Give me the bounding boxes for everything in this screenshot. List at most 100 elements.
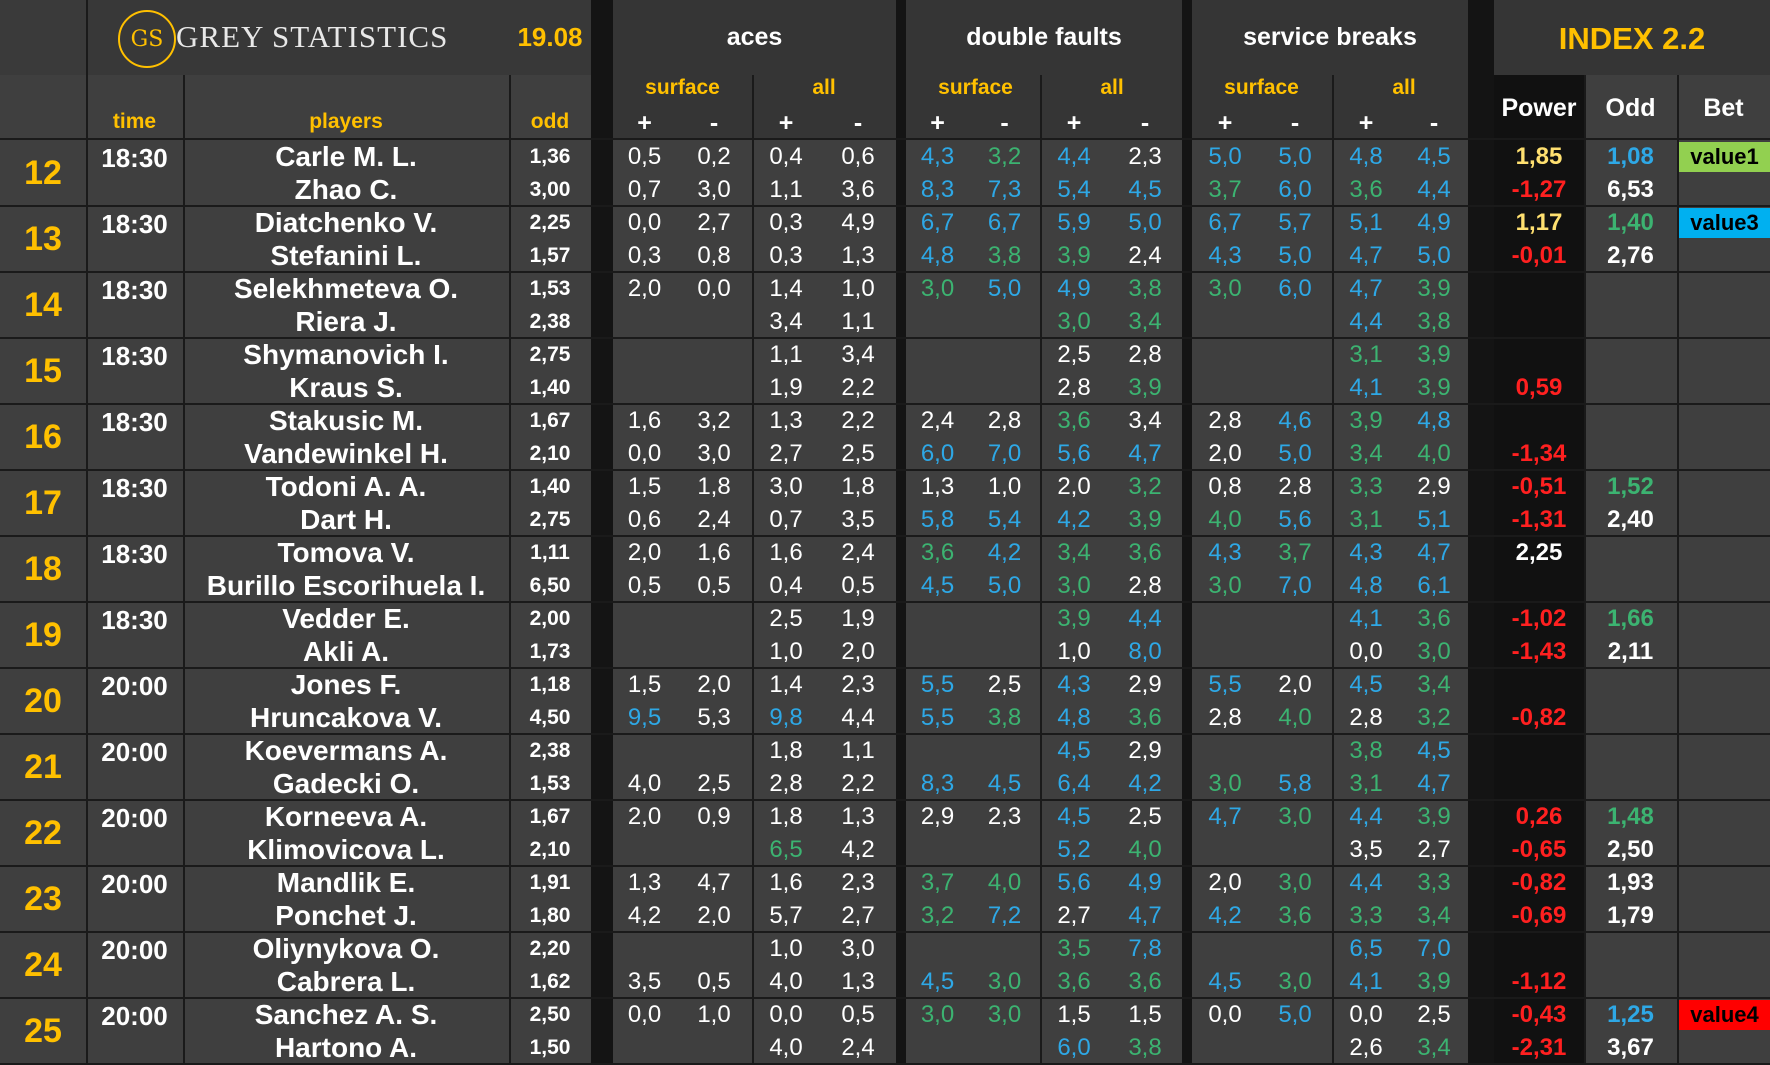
stat-value: 1,0 — [987, 472, 1022, 500]
stat-value: 4,2 — [1208, 901, 1242, 929]
stat-value: 2,2 — [841, 769, 875, 797]
stat-value: 2,0 — [627, 274, 662, 302]
power-value — [1494, 272, 1584, 305]
minus-label: - — [709, 108, 719, 137]
power-value: -0,65 — [1511, 835, 1567, 863]
player-name: Ponchet J. — [275, 899, 417, 931]
stat-value — [1192, 305, 1258, 338]
player-odd: 1,11 — [530, 540, 570, 564]
power-value — [1494, 338, 1584, 371]
player-odd: 1,53 — [529, 276, 571, 300]
separator — [896, 0, 906, 1064]
stat-value: 3,6 — [1349, 175, 1383, 203]
stat-value: 3,9 — [1417, 802, 1451, 830]
grid-line — [509, 75, 511, 1064]
stat-value: 2,7 — [1057, 901, 1091, 929]
stat-value — [969, 1031, 1040, 1064]
row-divider — [0, 799, 1770, 801]
match-number: 17 — [24, 483, 62, 522]
power-value: -0,51 — [1511, 472, 1567, 500]
stat-value: 4,4 — [841, 703, 875, 731]
stat-value — [969, 734, 1040, 767]
match-time: 20:00 — [101, 670, 168, 701]
odd2-value — [1584, 536, 1677, 569]
bet-badge[interactable]: value4 — [1679, 1000, 1770, 1030]
stat-value — [676, 833, 752, 866]
stat-value — [1192, 833, 1258, 866]
stat-value: 0,5 — [841, 571, 875, 599]
stat-value — [1192, 1031, 1258, 1064]
row-divider — [0, 931, 1770, 933]
stat-value: 4,3 — [1349, 538, 1383, 566]
stat-value: 1,3 — [627, 868, 662, 896]
stat-value: 2,8 — [1208, 406, 1242, 434]
stat-value: 5,7 — [1278, 208, 1312, 236]
odd-label: odd — [530, 110, 570, 133]
stat-value — [1258, 305, 1332, 338]
stat-value: 1,0 — [769, 934, 803, 962]
stat-value: 5,7 — [769, 901, 803, 929]
stat-value: 5,8 — [920, 505, 955, 533]
stat-value: 4,1 — [1349, 967, 1383, 995]
bet-badge[interactable]: value1 — [1679, 142, 1770, 172]
grid-line — [183, 75, 185, 1064]
surface-label: surface — [645, 76, 720, 99]
stat-value: 3,2 — [1417, 703, 1451, 731]
stat-value: 3,4 — [1128, 307, 1162, 335]
stat-value: 5,0 — [1417, 241, 1451, 269]
player-name: Sanchez A. S. — [254, 998, 438, 1030]
power-value: -2,31 — [1511, 1033, 1567, 1061]
match-number: 21 — [24, 747, 62, 786]
stat-value — [676, 635, 752, 668]
stat-value: 3,0 — [1417, 637, 1451, 665]
stat-value — [676, 602, 752, 635]
player-name: Riera J. — [295, 305, 397, 337]
stat-value: 3,0 — [987, 1000, 1022, 1028]
stat-value — [613, 305, 676, 338]
stat-value: 8,3 — [920, 769, 955, 797]
stat-value — [1258, 338, 1332, 371]
player-odd: 1,62 — [529, 969, 571, 993]
grid-line — [1677, 75, 1679, 1064]
stat-value — [906, 305, 969, 338]
match-time: 20:00 — [101, 868, 168, 899]
odd2-value: 2,40 — [1607, 505, 1654, 533]
stat-value: 2,8 — [1128, 340, 1162, 368]
stat-value: 1,5 — [1057, 1000, 1091, 1028]
stat-value: 6,7 — [987, 208, 1022, 236]
stat-value: 3,3 — [1349, 472, 1383, 500]
stat-value: 5,0 — [1128, 208, 1162, 236]
stat-value — [613, 1031, 676, 1064]
stat-value: 2,0 — [627, 538, 662, 566]
stat-value — [613, 338, 676, 371]
stat-value: 2,8 — [1057, 373, 1091, 401]
match-time: 20:00 — [101, 1000, 168, 1031]
stat-value: 7,0 — [1278, 571, 1312, 599]
stat-value: 4,0 — [769, 967, 803, 995]
player-name: Burillo Escorihuela I. — [206, 569, 486, 601]
power-value: 0,59 — [1515, 373, 1563, 401]
stat-value — [676, 1031, 752, 1064]
row-divider — [0, 601, 1770, 603]
bet-badge[interactable]: value3 — [1679, 208, 1770, 238]
stat-value: 2,6 — [1349, 1033, 1383, 1061]
stat-value: 3,5 — [1057, 934, 1091, 962]
stat-value: 3,9 — [1057, 241, 1091, 269]
stat-value: 3,0 — [1278, 967, 1312, 995]
stat-value: 2,7 — [1417, 835, 1451, 863]
stat-value: 1,1 — [841, 736, 875, 764]
stat-value: 4,6 — [1278, 406, 1312, 434]
stat-value: 4,0 — [1208, 505, 1242, 533]
stat-value — [906, 338, 969, 371]
stat-value: 3,0 — [769, 472, 803, 500]
odd2-value — [1584, 338, 1677, 371]
stat-value: 6,7 — [1208, 208, 1242, 236]
stat-value: 1,8 — [841, 472, 875, 500]
stat-value: 3,0 — [1057, 307, 1091, 335]
stat-value: 0,0 — [1208, 1000, 1242, 1028]
stat-value: 0,5 — [841, 1000, 875, 1028]
stat-value: 3,6 — [1057, 406, 1091, 434]
players-label: players — [309, 110, 383, 133]
grid-line — [1040, 75, 1042, 1064]
